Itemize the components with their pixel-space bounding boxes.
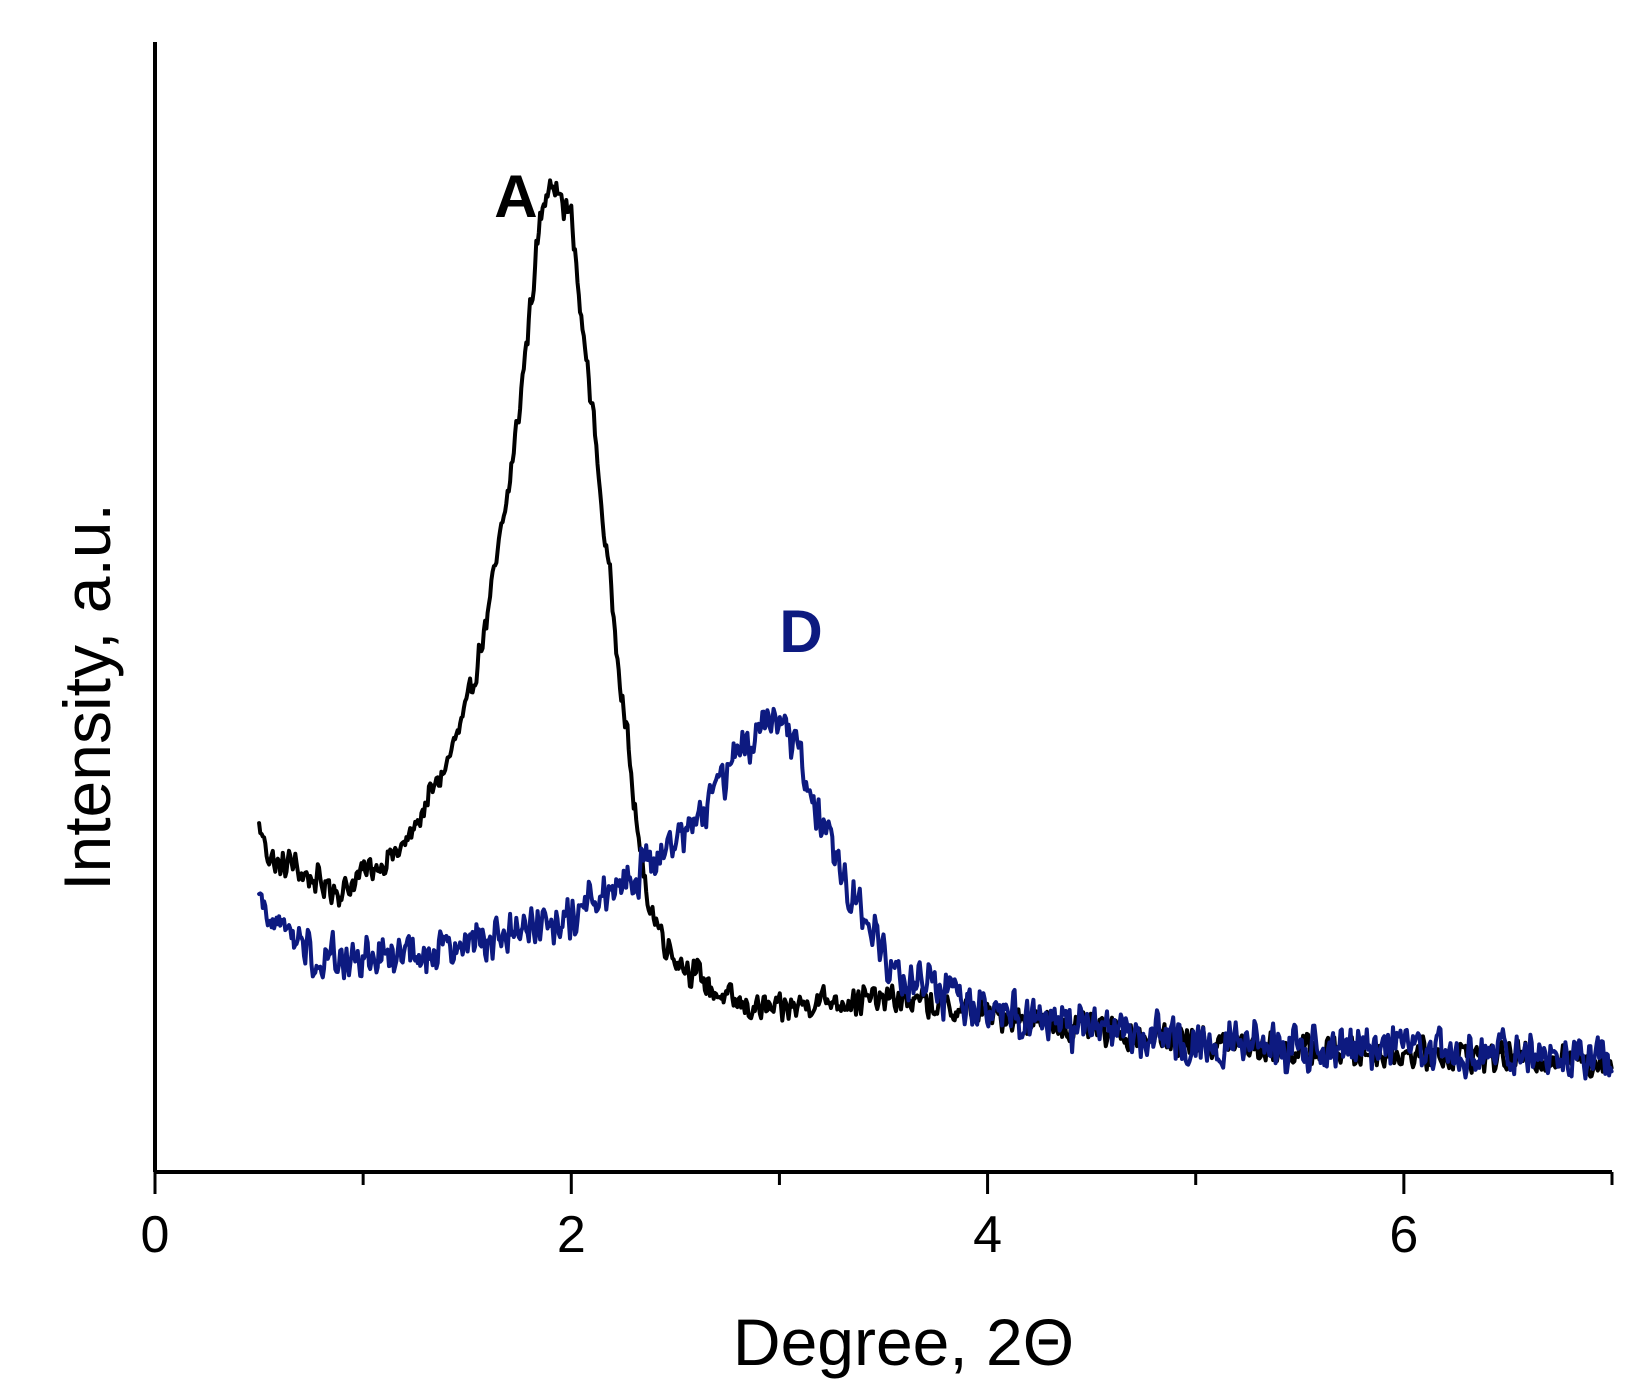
x-tick-label: 6 xyxy=(1389,1206,1418,1264)
plot-area xyxy=(257,178,1614,1081)
x-tick-label: 2 xyxy=(557,1206,586,1264)
x-axis-title: Degree, 2Θ xyxy=(733,1305,1074,1379)
series-label-A: A xyxy=(494,163,537,230)
x-ticks: 0 2 4 6 xyxy=(141,1172,1614,1264)
x-tick-label: 0 xyxy=(141,1206,170,1264)
series-label-D: D xyxy=(779,598,822,665)
y-axis-title: Intensity, a.u. xyxy=(50,503,124,891)
annotation-layer: AD xyxy=(494,163,822,665)
x-tick-label: 4 xyxy=(973,1206,1002,1264)
series-D-line xyxy=(257,706,1614,1081)
series-layer xyxy=(257,178,1614,1081)
